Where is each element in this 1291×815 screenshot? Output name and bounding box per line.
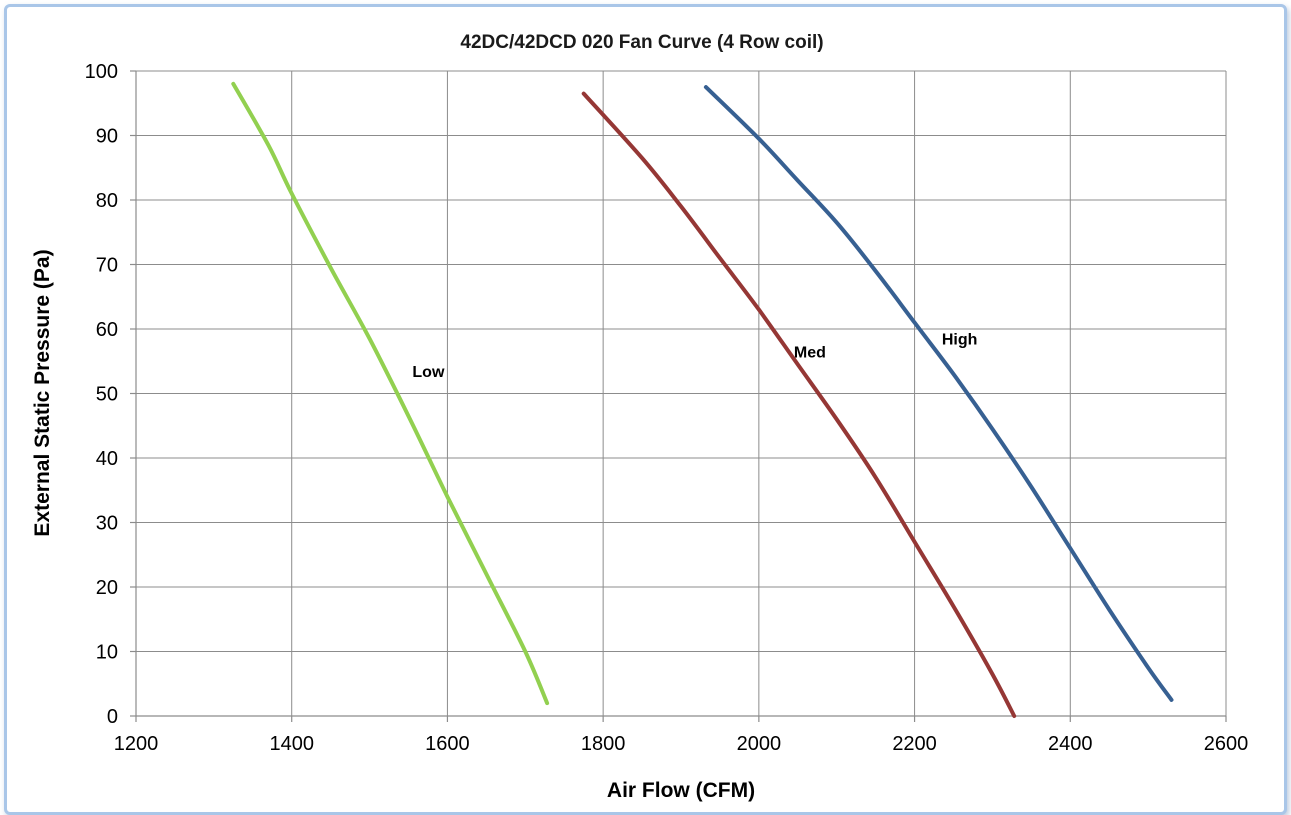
y-tick-label: 20 bbox=[96, 577, 118, 599]
series-lines bbox=[231, 81, 1174, 718]
series-label-med: Med bbox=[794, 345, 826, 362]
series-line-low bbox=[231, 81, 550, 706]
y-tick-label: 0 bbox=[107, 706, 118, 728]
x-tick-label: 2400 bbox=[1048, 733, 1093, 755]
y-tick-label: 90 bbox=[96, 126, 118, 148]
x-tick-label: 2600 bbox=[1204, 733, 1249, 755]
y-tick-label: 60 bbox=[96, 319, 118, 341]
gridlines bbox=[135, 70, 1227, 717]
x-tick-label: 2000 bbox=[737, 733, 782, 755]
x-tick-label: 1600 bbox=[425, 733, 470, 755]
series-line-high bbox=[703, 85, 1174, 702]
chart-frame bbox=[4, 4, 1287, 815]
series-annotations: Low Med High bbox=[412, 332, 977, 381]
y-tick-label: 30 bbox=[96, 513, 118, 535]
y-tick-label: 80 bbox=[96, 190, 118, 212]
y-tick-label: 10 bbox=[96, 642, 118, 664]
series-label-high: High bbox=[942, 332, 978, 349]
chart-title: 42DC/42DCD 020 Fan Curve (4 Row coil) bbox=[460, 32, 823, 53]
y-tick-label: 70 bbox=[96, 255, 118, 277]
y-tick-label: 40 bbox=[96, 448, 118, 470]
x-tick-label: 2200 bbox=[892, 733, 937, 755]
x-tick-label: 1200 bbox=[114, 733, 159, 755]
tick-labels: 0 10 20 30 40 50 60 70 80 90 100 1200 1400 1600 1800 20… bbox=[85, 61, 1249, 755]
x-axis-label: Air Flow (CFM) bbox=[607, 779, 755, 802]
x-tick-label: 1400 bbox=[269, 733, 314, 755]
y-tick-label: 50 bbox=[96, 384, 118, 406]
y-tick-label: 100 bbox=[85, 61, 118, 83]
series-line-med bbox=[581, 91, 1017, 718]
y-axis-label: External Static Pressure (Pa) bbox=[31, 249, 54, 536]
series-label-low: Low bbox=[412, 364, 445, 381]
axes bbox=[130, 70, 1227, 722]
x-tick-label: 1800 bbox=[581, 733, 626, 755]
